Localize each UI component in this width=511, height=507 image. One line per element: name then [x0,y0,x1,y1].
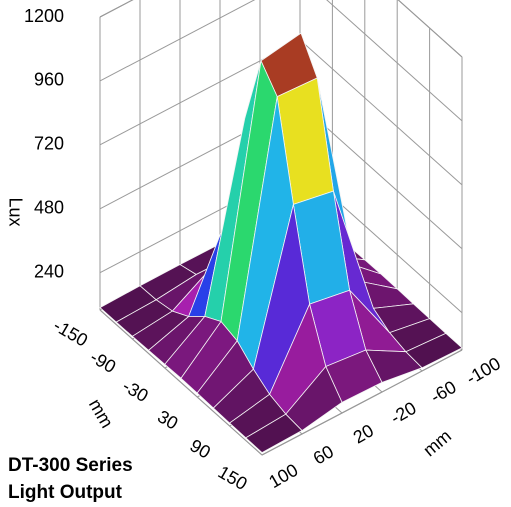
y-tick-label: 20 [350,420,377,447]
z-axis-title: Lux [5,197,25,226]
z-tick-label: 240 [34,261,64,281]
chart-title: Light Output [8,482,123,503]
x-tick-label: 90 [187,435,214,462]
y-tick-label: 60 [310,441,337,468]
y-axis-title: mm [419,426,455,461]
z-tick-label: 720 [34,134,64,154]
surface [99,32,463,454]
y-tick-label: -100 [463,353,504,388]
chart-title: DT-300 Series [8,455,133,476]
box-edge [99,0,134,18]
grid-line [99,0,256,82]
surface-patch [245,413,303,454]
x-tick-label: 30 [154,406,181,433]
grid-line [99,0,134,18]
grid-line [99,309,263,456]
y-tick-label: 100 [265,460,301,492]
x-tick-label: -150 [50,315,91,350]
x-tick-label: -30 [119,376,152,406]
grid-line [299,39,463,186]
x-tick-label: 150 [215,462,251,494]
z-tick-label: 480 [34,198,64,218]
x-axis-title: mm [85,395,117,431]
y-tick-label: -60 [427,377,460,407]
grid-line [326,0,463,122]
grid-line [397,0,463,58]
z-tick-label: 960 [34,70,64,90]
x-tick-label: -90 [87,347,120,377]
grid-line [261,349,463,456]
z-tick-label: 1200 [24,6,64,26]
y-tick-label: -20 [387,398,420,428]
